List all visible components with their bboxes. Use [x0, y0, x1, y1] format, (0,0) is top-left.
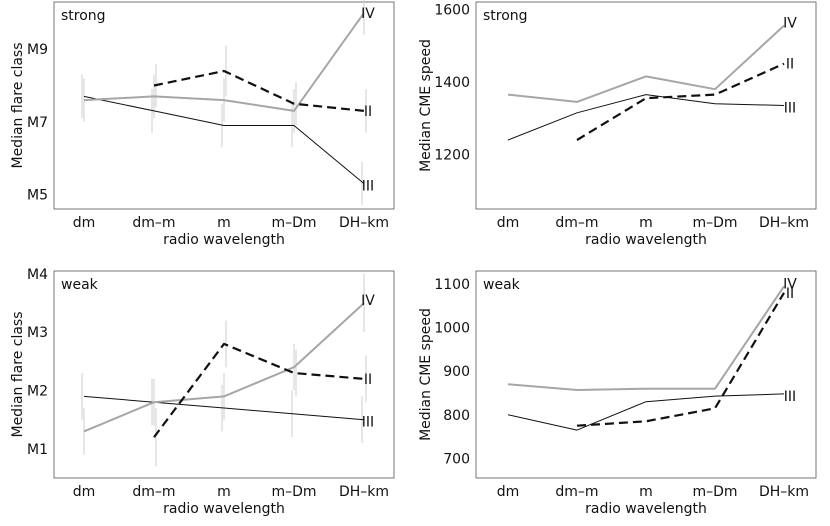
x-tick-label: dm–m: [132, 484, 175, 500]
x-tick-label: m: [217, 215, 231, 231]
plot-frame: [475, 270, 817, 479]
series-line-III: [83, 395, 365, 421]
x-axis-label: radio wavelength: [585, 232, 707, 248]
series-line-IV: [507, 24, 785, 103]
y-tick-label: M5: [27, 187, 48, 203]
x-tick-label: DH–km: [759, 215, 809, 231]
y-axis-label: Median flare class: [10, 42, 26, 168]
series-label: IV: [783, 16, 797, 32]
y-tick-label: 900: [443, 364, 470, 380]
x-axis-label: radio wavelength: [163, 501, 285, 517]
panel-corner-label: strong: [61, 8, 106, 24]
series-line-IV: [83, 302, 365, 433]
x-axis-label: radio wavelength: [163, 232, 285, 248]
x-axis-label: radio wavelength: [585, 501, 707, 517]
y-tick-label: 1400: [434, 75, 470, 91]
x-tick-label: dm: [497, 484, 520, 500]
panel-corner-label: weak: [483, 277, 521, 293]
y-tick-label: 1600: [434, 2, 470, 18]
chart-panel-top-left: strong dm dm–m m m–Dm DH–km M5 M7 M9 radio wavele…: [10, 0, 395, 248]
series-label: II: [786, 286, 794, 302]
y-tick-label: 1100: [434, 277, 470, 293]
plot-frame: [53, 270, 395, 479]
series-label: III: [362, 415, 374, 431]
series-label: III: [784, 101, 796, 117]
y-tick-label: 700: [443, 451, 470, 467]
chart-panel-bottom-right: weak dm dm–m m m–Dm DH–km 700 800 900 1000 1100 rad…: [418, 270, 817, 517]
x-tick-label: m–Dm: [692, 484, 737, 500]
chart-panel-top-right: strong dm dm–m m m–Dm DH–km 1200 1400 1600 radio …: [418, 1, 817, 248]
series-label: II: [364, 104, 372, 120]
x-tick-label: m: [639, 484, 653, 500]
y-axis-label: Median flare class: [10, 311, 26, 437]
x-tick-label: dm: [73, 215, 96, 231]
y-tick-label: M4: [27, 267, 48, 283]
y-tick-label: M7: [27, 115, 48, 131]
series-label: IV: [361, 6, 375, 22]
series-label: III: [784, 389, 796, 405]
x-tick-label: DH–km: [339, 484, 389, 500]
x-tick-label: m: [639, 215, 653, 231]
y-axis-label: Median CME speed: [418, 39, 434, 172]
x-tick-label: m–Dm: [271, 484, 316, 500]
y-axis-label: Median CME speed: [418, 308, 434, 441]
series-line-III: [83, 95, 365, 184]
series-line-II: [576, 292, 785, 427]
series-label: IV: [783, 276, 797, 292]
series-label: III: [362, 179, 374, 195]
x-tick-label: DH–km: [759, 484, 809, 500]
panel-corner-label: weak: [61, 277, 99, 293]
y-tick-label: 800: [443, 408, 470, 424]
y-tick-label: 1000: [434, 321, 470, 337]
series-line-II: [576, 62, 785, 141]
panel-corner-label: strong: [483, 8, 528, 24]
series-line-III: [507, 94, 785, 141]
x-tick-label: dm: [497, 215, 520, 231]
y-tick-label: 1200: [434, 148, 470, 164]
series-line-III: [507, 393, 785, 431]
chart-panel-bottom-left: weak dm dm–m m m–Dm DH–km M1 M2 M3 M4 radio wavele…: [10, 267, 395, 517]
x-tick-label: m–Dm: [271, 215, 316, 231]
x-tick-label: dm–m: [555, 215, 598, 231]
plot-frame: [475, 1, 817, 210]
x-tick-label: dm–m: [555, 484, 598, 500]
series-line-II: [153, 342, 365, 438]
plot-frame: [53, 1, 395, 210]
y-tick-label: M9: [27, 42, 48, 58]
series-label: II: [786, 57, 794, 73]
x-tick-label: dm–m: [132, 215, 175, 231]
series-label: II: [364, 372, 372, 388]
x-tick-label: m: [217, 484, 231, 500]
y-tick-label: M2: [27, 384, 48, 400]
x-tick-label: m–Dm: [692, 215, 737, 231]
series-line-II: [153, 69, 365, 112]
y-tick-label: M1: [27, 442, 48, 458]
y-tick-label: M3: [27, 325, 48, 341]
x-tick-label: DH–km: [339, 215, 389, 231]
series-line-IV: [507, 285, 785, 391]
series-line-IV: [83, 12, 365, 112]
x-tick-label: dm: [73, 484, 96, 500]
series-label: IV: [361, 293, 375, 309]
